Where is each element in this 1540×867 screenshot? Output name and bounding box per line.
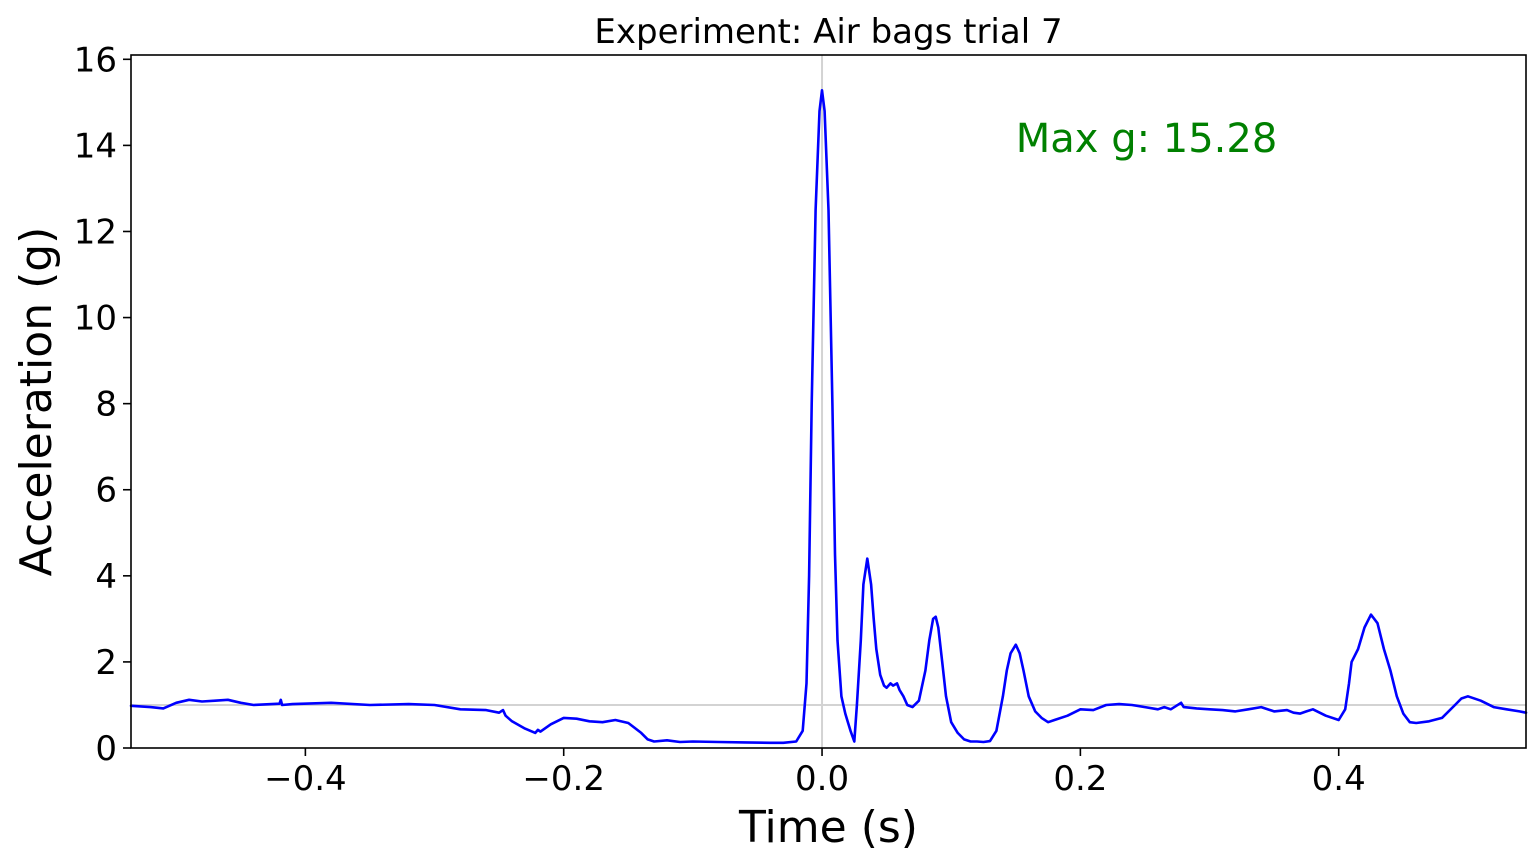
x-tick-label: 0.0 <box>795 759 849 799</box>
x-tick-label: −0.2 <box>522 759 605 799</box>
y-tick-label: 12 <box>74 212 117 252</box>
x-tick-label: 0.4 <box>1312 759 1366 799</box>
max-g-annotation: Max g: 15.28 <box>1016 116 1278 162</box>
y-axis-label: Acceleration (g) <box>11 227 62 577</box>
series-line-0 <box>129 89 1528 745</box>
chart-title: Experiment: Air bags trial 7 <box>594 12 1062 52</box>
x-axis-ticks: −0.4 −0.2 0.0 0.2 0.4 <box>264 748 1366 799</box>
axes-frame <box>130 54 1527 749</box>
y-tick-label: 0 <box>95 729 117 769</box>
y-tick-label: 2 <box>95 643 117 683</box>
plot-area <box>129 55 1528 748</box>
series-layer <box>129 89 1528 745</box>
y-axis-ticks: 0 2 4 6 8 10 12 14 16 <box>74 40 131 769</box>
y-tick-label: 14 <box>74 126 117 166</box>
y-tick-label: 4 <box>95 557 117 597</box>
x-tick-label: −0.4 <box>264 759 347 799</box>
y-tick-label: 6 <box>95 471 117 511</box>
y-tick-label: 16 <box>74 40 117 80</box>
y-tick-label: 8 <box>95 385 117 425</box>
x-tick-label: 0.2 <box>1053 759 1107 799</box>
y-tick-label: 10 <box>74 299 117 339</box>
x-axis-label: Time (s) <box>738 802 918 853</box>
